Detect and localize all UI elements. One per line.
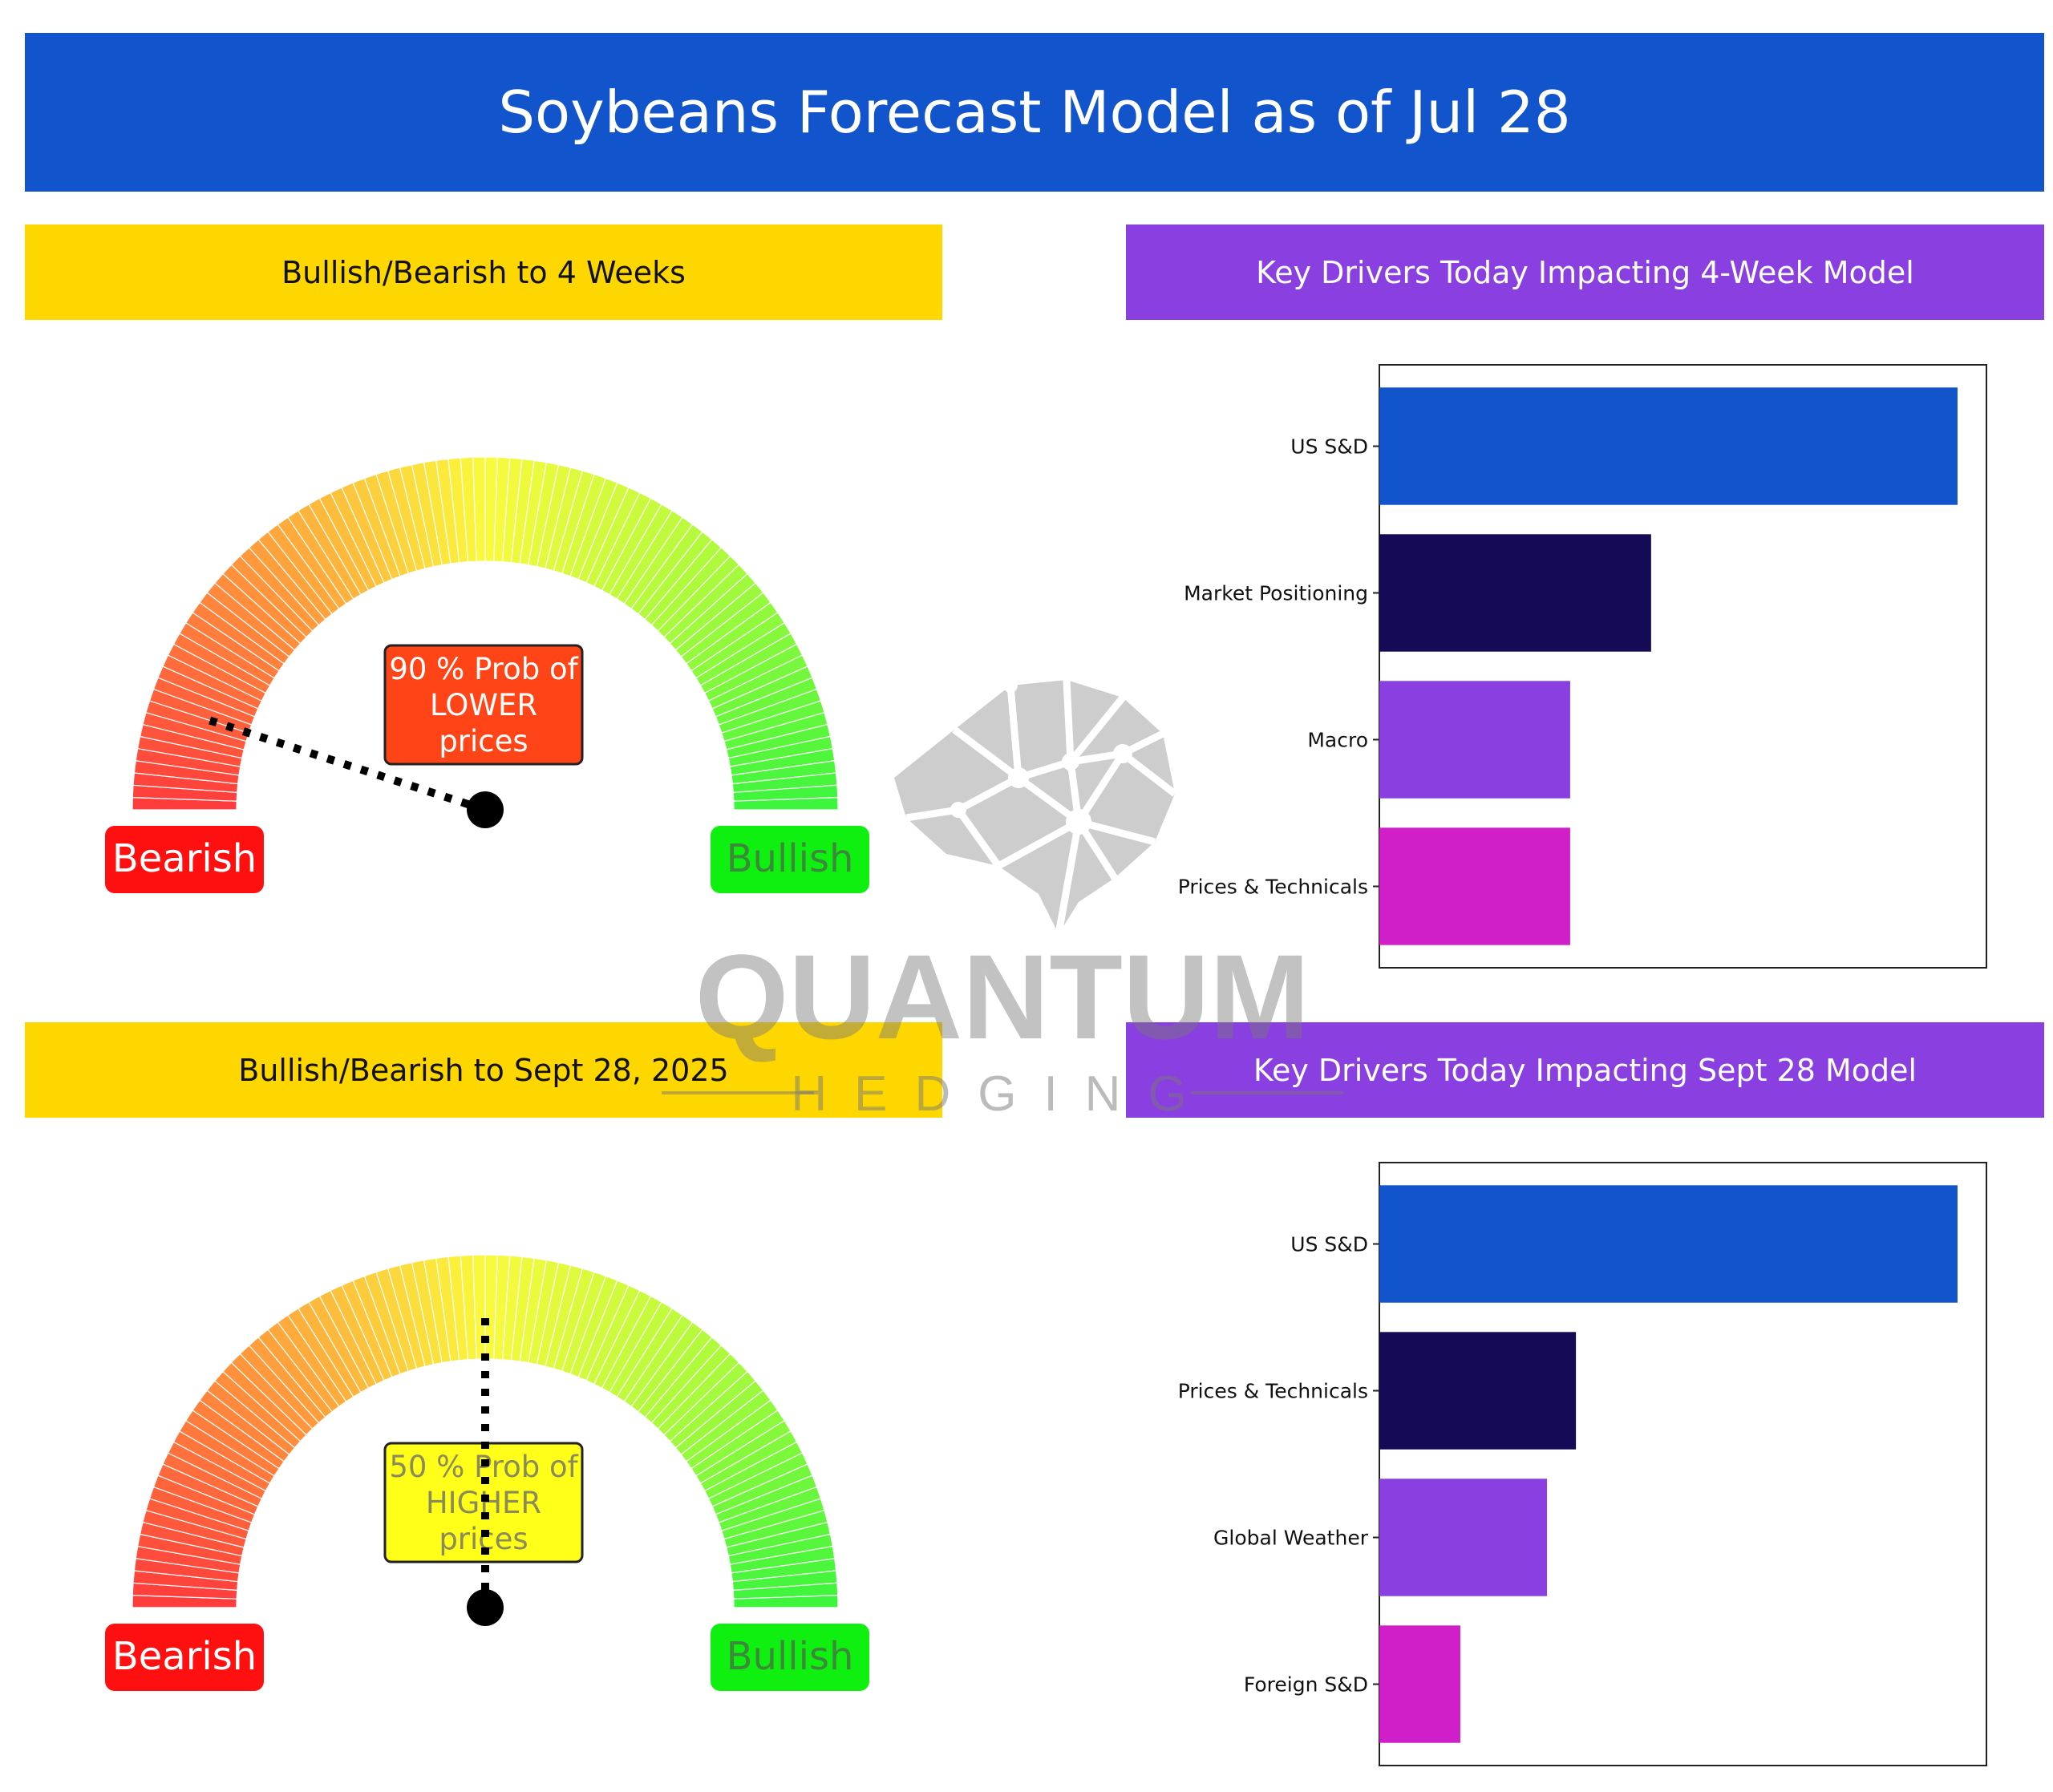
bearish-label-text: Bearish (112, 1634, 257, 1679)
bullish-label: Bullish (711, 1624, 869, 1691)
drivers-sept-bar-chart: US S&D Prices & Technicals Global Weather F… (1178, 1162, 1987, 1766)
y-tick-label: Foreign S&D (1244, 1673, 1368, 1697)
bullish-label-box (711, 826, 869, 893)
gauge-sept-header: Bullish/Bearish to Sept 28, 2025 (25, 1022, 942, 1118)
bar (1379, 827, 1570, 945)
gauge-needle-hub (467, 791, 504, 828)
page-title: Soybeans Forecast Model as of Jul 28 (498, 79, 1571, 146)
bar (1379, 1185, 1958, 1303)
drivers-4w-header-text: Key Drivers Today Impacting 4-Week Model (1256, 254, 1914, 290)
probability-badge-box (383, 644, 584, 766)
bullish-label-text: Bullish (727, 1634, 854, 1679)
gauge-segment (733, 797, 839, 811)
y-tick-label: US S&D (1290, 1233, 1368, 1256)
bar (1379, 387, 1958, 505)
y-tick-label: Prices & Technicals (1178, 876, 1368, 899)
y-tick-label: Market Positioning (1184, 582, 1368, 605)
bar (1379, 1625, 1460, 1743)
gauge-arc (132, 456, 839, 811)
bar (1379, 534, 1651, 652)
gauge-arc (132, 1254, 839, 1608)
bullish-label: Bullish (711, 826, 869, 893)
bar (1379, 681, 1570, 799)
bar (1379, 1332, 1577, 1450)
drivers-4w-bar-chart: US S&D Market Positioning Macro Prices & Te… (1178, 364, 1987, 969)
y-tick-label: Macro (1307, 729, 1368, 752)
bullish-label-box (711, 1624, 869, 1691)
probability-badge-line: 90 % Prob of (389, 652, 578, 686)
bearish-label: Bearish (105, 826, 264, 893)
gauge-4w-header: Bullish/Bearish to 4 Weeks (25, 225, 942, 320)
gauge-sept-header-text: Bullish/Bearish to Sept 28, 2025 (238, 1052, 729, 1088)
y-tick-label: Prices & Technicals (1178, 1380, 1368, 1403)
drivers-sept-header-text: Key Drivers Today Impacting Sept 28 Mode… (1253, 1052, 1917, 1088)
bearish-label-text: Bearish (112, 836, 257, 881)
drivers-4w-header: Key Drivers Today Impacting 4-Week Model (1126, 225, 2044, 320)
bar (1379, 1479, 1548, 1596)
drivers-sept-header: Key Drivers Today Impacting Sept 28 Mode… (1126, 1022, 2044, 1118)
gauge-segment (733, 1595, 839, 1608)
gauge-needle (201, 714, 487, 814)
page-title-banner: Soybeans Forecast Model as of Jul 28 (25, 33, 2044, 192)
probability-badge-line: LOWER (430, 688, 537, 722)
gauge-needle-hub (467, 1589, 504, 1626)
probability-badge-line: prices (439, 724, 528, 758)
gauge-4w-header-text: Bullish/Bearish to 4 Weeks (281, 254, 686, 290)
bullish-label-text: Bullish (727, 836, 854, 881)
bearish-label: Bearish (105, 1624, 264, 1691)
bearish-label-box (105, 1624, 264, 1691)
bearish-label-box (105, 826, 264, 893)
y-tick-label: Global Weather (1213, 1527, 1369, 1550)
y-tick-label: US S&D (1290, 435, 1368, 459)
